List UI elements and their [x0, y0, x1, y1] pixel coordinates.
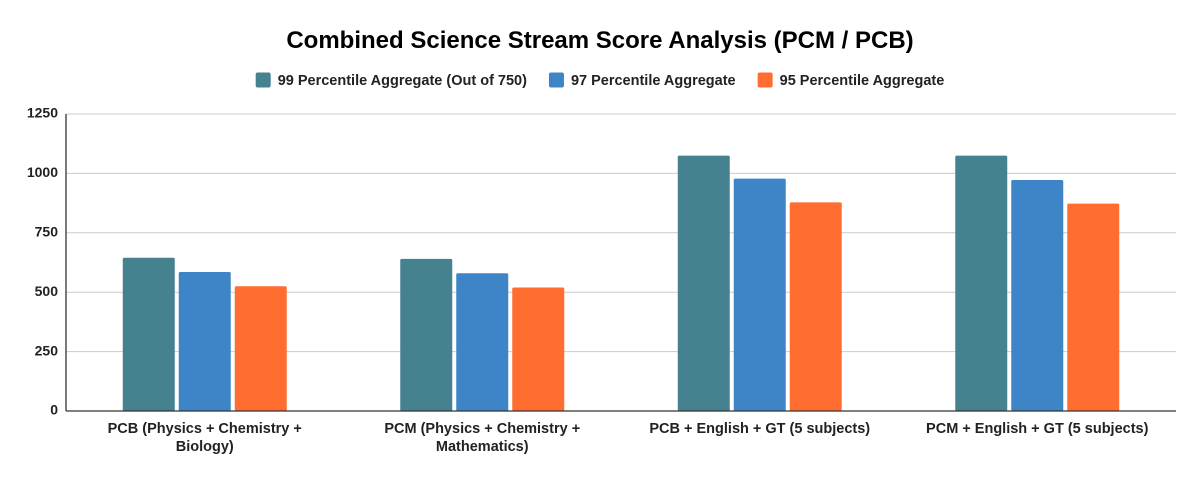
- x-tick-label: PCM + English + GT (5 subjects): [926, 421, 1149, 437]
- legend-label: 97 Percentile Aggregate: [571, 73, 736, 89]
- legend-label: 95 Percentile Aggregate: [780, 73, 945, 89]
- x-tick-label-line: PCM + English + GT (5 subjects): [926, 421, 1149, 437]
- legend-item: 95 Percentile Aggregate: [757, 72, 945, 89]
- bar: [512, 287, 565, 411]
- x-tick-label-line: PCB (Physics + Chemistry +: [108, 421, 302, 437]
- bars: [122, 155, 1120, 411]
- x-tick-label: PCB (Physics + Chemistry + Biology): [108, 421, 302, 455]
- y-tick-label: 1000: [27, 164, 58, 180]
- y-tick-label: 0: [50, 402, 58, 418]
- y-axis-ticks: 0 250 500 750 1000 1250: [27, 105, 58, 418]
- y-tick-label: 750: [35, 224, 59, 240]
- x-tick-label: PCM (Physics + Chemistry + Mathematics): [384, 421, 580, 455]
- bar: [122, 257, 175, 411]
- legend-swatch: [255, 72, 271, 88]
- bar: [733, 178, 786, 411]
- legend-label: 99 Percentile Aggregate (Out of 750): [278, 73, 527, 89]
- gridlines: [66, 113, 1176, 353]
- bar: [789, 202, 842, 411]
- y-tick-label: 1250: [27, 105, 58, 121]
- legend-swatch: [757, 72, 773, 88]
- x-tick-label-line: PCB + English + GT (5 subjects): [649, 421, 870, 437]
- legend-item: 97 Percentile Aggregate: [548, 72, 736, 89]
- bar: [1011, 180, 1064, 411]
- bar: [178, 272, 231, 411]
- bar: [400, 258, 453, 411]
- chart-title: Combined Science Stream Score Analysis (…: [286, 27, 913, 54]
- bar: [456, 273, 509, 411]
- x-axis-labels: PCB (Physics + Chemistry + Biology) PCM (P…: [108, 421, 1149, 455]
- y-tick-label: 250: [35, 342, 59, 358]
- bar: [677, 155, 730, 411]
- legend: 99 Percentile Aggregate (Out of 750) 97 P…: [255, 72, 945, 89]
- x-tick-label: PCB + English + GT (5 subjects): [649, 421, 870, 437]
- x-tick-label-line: Mathematics): [436, 439, 529, 455]
- bar: [955, 155, 1008, 411]
- legend-item: 99 Percentile Aggregate (Out of 750): [255, 72, 527, 89]
- x-tick-label-line: Biology): [176, 439, 234, 455]
- x-tick-label-line: PCM (Physics + Chemistry +: [384, 421, 580, 437]
- legend-swatch: [548, 72, 564, 88]
- bar: [234, 286, 287, 411]
- y-tick-label: 500: [35, 283, 59, 299]
- bar: [1067, 203, 1120, 411]
